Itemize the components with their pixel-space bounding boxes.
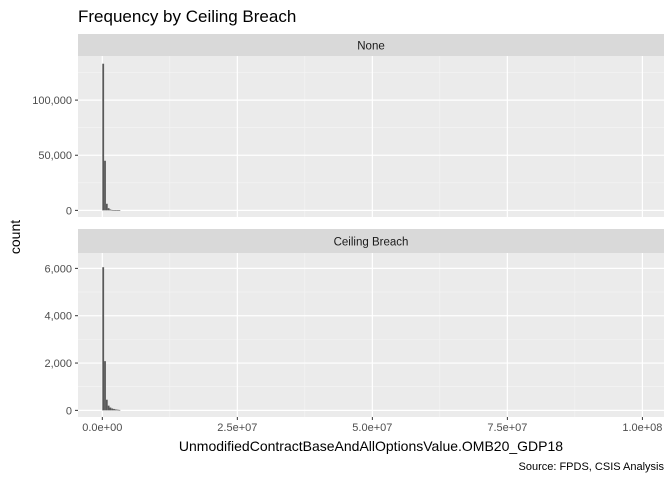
panel-background	[78, 253, 664, 417]
x-tick-label: 2.5e+07	[217, 422, 257, 434]
x-tick-label: 5.0e+07	[352, 422, 392, 434]
y-tick-label: 4,000	[44, 311, 72, 323]
histogram-bar	[118, 409, 121, 411]
histogram-bar	[107, 208, 110, 211]
x-tick-label: 0.0e+00	[82, 422, 122, 434]
y-tick-label: 100,000	[32, 95, 72, 107]
y-tick-label: 6,000	[44, 263, 72, 275]
histogram-bar	[114, 409, 117, 411]
histogram-bar	[116, 210, 119, 211]
histogram-bar	[111, 408, 114, 411]
x-axis-ticks: 0.0e+00 2.5e+07 5.0e+07 7.5e+07 1.0e+08	[82, 417, 662, 434]
panel-background	[78, 56, 664, 217]
panel-ceiling-breach: Ceiling Breach 0 2,000 4,000 6,000	[44, 229, 664, 417]
panel-none: None 0 50,000 100,000	[32, 34, 664, 217]
y-tick-label: 50,000	[38, 150, 72, 162]
histogram-bar	[111, 209, 114, 211]
y-tick-label: 0	[66, 405, 72, 417]
histogram-bar	[104, 361, 106, 411]
histogram-bar	[105, 399, 108, 411]
panel-strip	[78, 229, 664, 253]
histogram-bar	[109, 209, 112, 211]
x-tick-label: 1.0e+08	[622, 422, 662, 434]
histogram-bar	[118, 210, 121, 211]
histogram-bar	[102, 267, 105, 411]
histogram-bar	[113, 408, 115, 411]
panel-strip	[78, 34, 664, 56]
histogram-bar	[113, 210, 115, 211]
y-axis-ticks: 0 50,000 100,000	[32, 95, 78, 217]
histogram-bar	[107, 405, 110, 411]
y-axis-title: count	[7, 220, 23, 254]
panel-strip-label: Ceiling Breach	[334, 237, 409, 249]
histogram-bar	[104, 160, 106, 211]
histogram-bar	[116, 409, 119, 411]
x-tick-label: 7.5e+07	[487, 422, 527, 434]
chart-caption: Source: FPDS, CSIS Analysis	[519, 461, 665, 473]
y-tick-label: 0	[66, 205, 72, 217]
y-axis-ticks: 0 2,000 4,000 6,000	[44, 263, 78, 417]
chart-title: Frequency by Ceiling Breach	[78, 7, 296, 26]
histogram-bar	[102, 63, 105, 211]
histogram-bar	[105, 203, 108, 211]
panel-strip-label: None	[357, 41, 385, 53]
histogram-bar	[114, 210, 117, 211]
histogram-bars	[102, 267, 121, 411]
panel-gridlines	[78, 253, 664, 417]
panel-gridlines	[78, 56, 664, 217]
histogram-bars	[102, 63, 121, 211]
x-axis-title: UnmodifiedContractBaseAndAllOptionsValue…	[179, 438, 563, 454]
histogram-bar	[109, 407, 112, 411]
y-tick-label: 2,000	[44, 358, 72, 370]
